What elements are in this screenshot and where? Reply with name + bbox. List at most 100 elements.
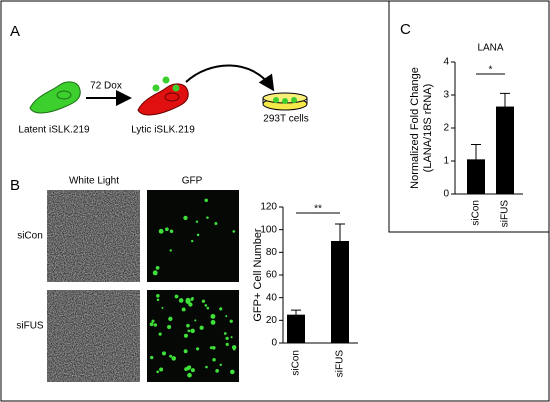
y-axis-label: Normalized Fold Change	[409, 67, 421, 189]
gfp-cell	[169, 354, 173, 358]
diagram-label: Latent iSLK.219	[18, 125, 90, 136]
gfp-cell	[153, 323, 158, 327]
gfp-cell	[196, 347, 200, 351]
gfp-cell	[231, 345, 237, 350]
gfp-cell	[194, 319, 197, 322]
gfp-cell	[201, 299, 206, 303]
gfp-cell	[225, 315, 228, 318]
nucleus	[56, 90, 72, 100]
micrograph-texture	[47, 290, 140, 382]
gfp-cell	[230, 369, 235, 375]
gfp-cell	[190, 328, 195, 334]
y-tick-label: 80	[266, 247, 278, 258]
gfp-cell	[210, 319, 216, 325]
y-tick-label: 60	[266, 270, 278, 281]
x-tick-label: siFUS	[500, 200, 511, 228]
diagram-label: 293T cells	[263, 114, 308, 125]
gfp-cell	[156, 293, 160, 298]
gfp-cell	[185, 297, 191, 303]
gfp-cell	[184, 367, 188, 371]
gfp-cell	[183, 215, 188, 221]
panel-label: A	[10, 23, 20, 40]
gfp-cell	[168, 316, 173, 322]
gfp-cell	[225, 336, 229, 340]
micrograph	[147, 190, 239, 282]
gfp-cell	[187, 372, 192, 378]
gfp-cell	[151, 319, 155, 323]
gfp-cell	[232, 230, 236, 233]
gfp-cell	[186, 323, 190, 328]
cell	[282, 98, 288, 104]
y-tick-label: 4	[443, 57, 449, 68]
diagram-label: 72 Dox	[90, 81, 122, 92]
gfp-cell	[205, 365, 208, 369]
gfp-cell	[181, 307, 186, 312]
y-tick-label: 100	[260, 224, 277, 235]
gfp-cell	[206, 216, 209, 219]
gfp-cell	[215, 369, 219, 373]
gfp-cell	[161, 351, 167, 356]
gfp-cell	[183, 349, 188, 354]
gfp-cell	[225, 342, 229, 346]
gfp-cell	[204, 198, 208, 203]
panel-c-frame	[388, 1, 549, 233]
chart-title: LANA	[477, 43, 503, 54]
gfp-cell	[156, 298, 160, 302]
gfp-cell	[158, 332, 162, 336]
gfp-cell	[214, 222, 218, 226]
bar	[467, 159, 485, 194]
y-tick-label: 0	[271, 338, 277, 349]
gfp-cell	[199, 325, 204, 330]
panel-label: B	[10, 177, 20, 194]
error-bar	[500, 92, 510, 107]
gfp-cell	[206, 306, 210, 310]
gfp-cell	[188, 302, 193, 307]
panel-label: C	[400, 21, 411, 38]
virion	[172, 84, 180, 92]
arrow	[185, 64, 275, 92]
bar	[287, 314, 305, 343]
x-tick-label: siCon	[291, 350, 302, 376]
gfp-cell	[156, 370, 160, 374]
gfp-cell	[190, 297, 194, 301]
gfp-cell	[178, 298, 184, 303]
gfp-cell	[204, 304, 208, 307]
x-tick-label: siCon	[471, 200, 482, 226]
gfp-cell	[219, 363, 222, 367]
error-bar	[335, 223, 345, 241]
gfp-cell	[174, 294, 179, 299]
gfp-cell	[155, 265, 160, 270]
gfp-cell	[232, 348, 236, 351]
micrograph-texture	[47, 190, 140, 282]
y-tick-label: 0	[443, 189, 449, 200]
cell	[291, 97, 297, 103]
gfp-cell	[196, 233, 200, 237]
y-tick-label: 40	[266, 292, 278, 303]
gfp-cell	[190, 368, 195, 373]
gfp-cells	[149, 198, 237, 378]
gfp-cell	[169, 229, 174, 233]
virion	[152, 84, 160, 92]
gfp-cell	[223, 332, 227, 335]
significance-label: **	[314, 204, 322, 215]
virion	[162, 76, 170, 84]
gfp-cell	[211, 345, 216, 350]
gfp-cell	[191, 239, 194, 243]
bar	[496, 106, 514, 194]
gfp-cell	[169, 249, 172, 252]
micrograph	[147, 290, 239, 382]
gfp-cell	[167, 325, 172, 330]
row-label: siCon	[17, 231, 43, 242]
y-tick-label: 3	[443, 90, 449, 101]
y-axis-label: (LANA/18S rRNA)	[422, 84, 434, 173]
y-tick-label: 1	[443, 156, 449, 167]
nucleus	[164, 92, 180, 102]
cell	[273, 97, 279, 103]
y-tick-label: 120	[260, 202, 277, 213]
gfp-cell	[149, 322, 154, 327]
x-tick-label: siFUS	[335, 350, 346, 378]
error-bar	[291, 309, 301, 315]
column-label: GFP	[182, 176, 203, 187]
y-axis-label: GFP+ Cell Number	[252, 228, 264, 322]
